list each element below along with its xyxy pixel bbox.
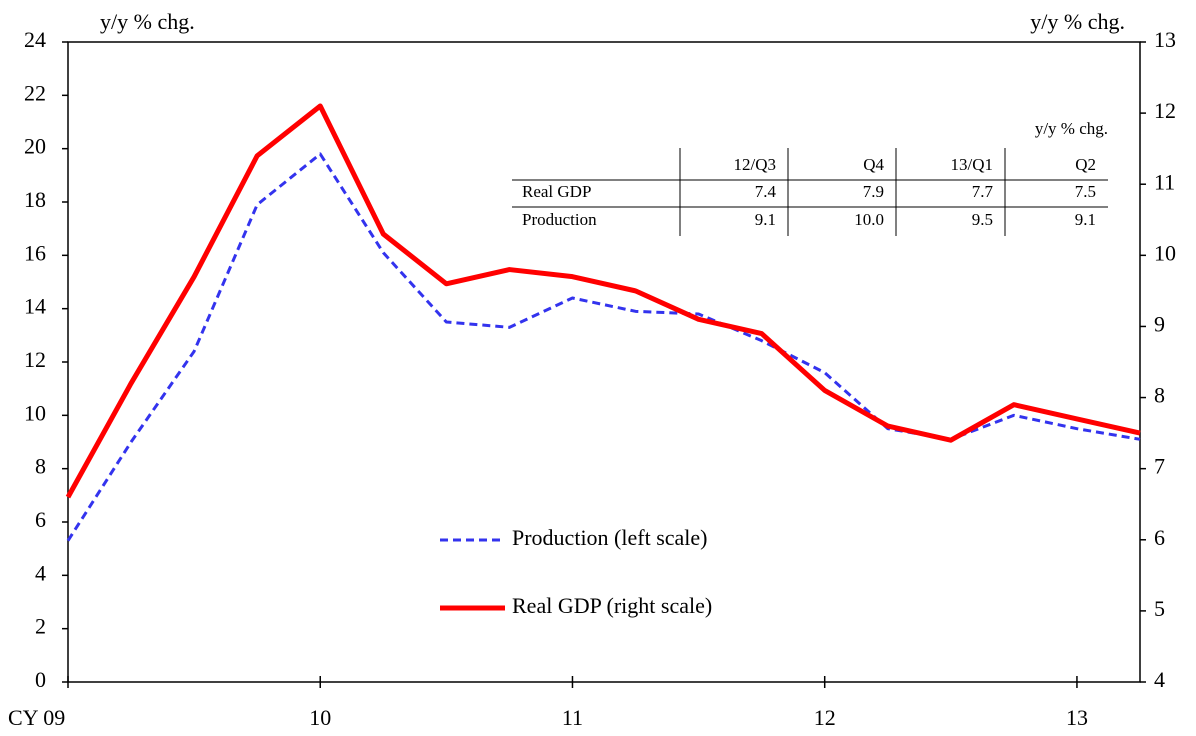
y-tick-label: 6: [35, 507, 46, 532]
y2-tick-label: 5: [1154, 596, 1165, 621]
y-tick-label: 20: [24, 134, 46, 159]
table-cell: 7.9: [863, 182, 884, 201]
y2-tick-label: 10: [1154, 240, 1176, 265]
y2-tick-label: 9: [1154, 311, 1165, 336]
table-header: Q4: [863, 155, 884, 174]
table-header: 12/Q3: [734, 155, 777, 174]
x-tick-label: 10: [309, 705, 331, 730]
legend-label: Real GDP (right scale): [512, 593, 712, 618]
table-row-label: Real GDP: [522, 182, 591, 201]
y-tick-label: 14: [24, 294, 46, 319]
table-cell: 9.1: [755, 210, 776, 229]
y-tick-label: 8: [35, 454, 46, 479]
table-cell: 9.5: [972, 210, 993, 229]
y-tick-label: 2: [35, 614, 46, 639]
x-tick-label: 12: [814, 705, 836, 730]
table-header: 13/Q1: [951, 155, 994, 174]
table-cell: 7.4: [755, 182, 777, 201]
y-tick-label: 12: [24, 347, 46, 372]
table-cell: 9.1: [1075, 210, 1096, 229]
y-axis-label: y/y % chg.: [100, 9, 195, 34]
legend-label: Production (left scale): [512, 525, 708, 550]
x-tick-label: 11: [562, 705, 583, 730]
table-cell: 7.5: [1075, 182, 1096, 201]
y2-tick-label: 4: [1154, 667, 1165, 692]
y-tick-label: 24: [24, 27, 46, 52]
plot-frame: [67, 41, 1141, 683]
y2-tick-label: 11: [1154, 169, 1175, 194]
x-tick-label: 13: [1066, 705, 1088, 730]
table-cell: 10.0: [854, 210, 884, 229]
y-tick-label: 18: [24, 187, 46, 212]
y-tick-label: 4: [35, 560, 46, 585]
y2-tick-label: 13: [1154, 27, 1176, 52]
y2-tick-label: 7: [1154, 454, 1165, 479]
table-header: Q2: [1075, 155, 1096, 174]
table-cell: 7.7: [972, 182, 994, 201]
y-tick-label: 22: [24, 80, 46, 105]
y2-tick-label: 6: [1154, 525, 1165, 550]
y2-tick-label: 12: [1154, 98, 1176, 123]
y-tick-label: 0: [35, 667, 46, 692]
table-row-label: Production: [522, 210, 597, 229]
series-line: [65, 103, 1141, 499]
y2-tick-label: 8: [1154, 383, 1165, 408]
y2-axis-label: y/y % chg.: [1030, 9, 1125, 34]
y-tick-label: 16: [24, 240, 46, 265]
x-tick-label: CY 09: [8, 705, 65, 730]
y-tick-label: 10: [24, 400, 46, 425]
table-title: y/y % chg.: [1035, 119, 1108, 138]
